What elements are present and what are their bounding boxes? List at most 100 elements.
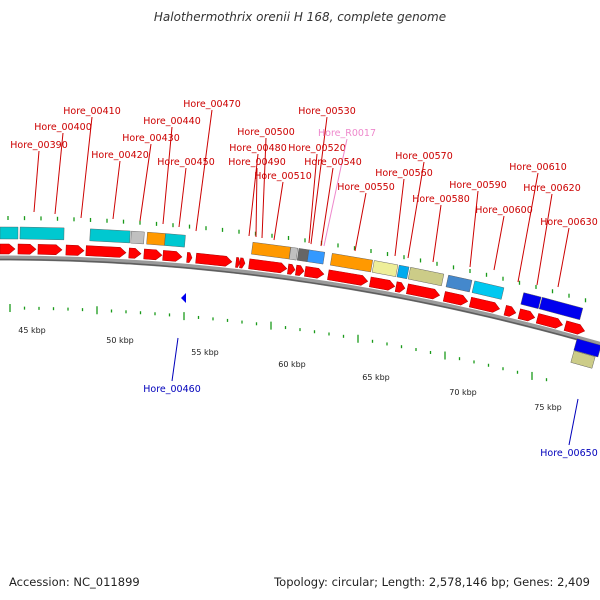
- cds-arrow: [235, 257, 241, 268]
- label-leader-line: [469, 190, 479, 268]
- cog-block: [19, 226, 65, 241]
- gene-label[interactable]: Hore_00590: [449, 180, 506, 191]
- cds-arrow: [394, 281, 406, 293]
- label-leader-line: [248, 153, 259, 237]
- label-leader-line: [171, 337, 179, 382]
- gene-label[interactable]: Hore_00520: [288, 143, 345, 154]
- scale-tick-label: 50 kbp: [106, 336, 134, 345]
- cds-arrow: [442, 291, 469, 306]
- genome-summary-text: Topology: circular; Length: 2,578,146 bp…: [274, 575, 590, 589]
- backbone-layer: [0, 255, 600, 347]
- label-layer: Hore_00390 Hore_00400 Hore_00410 Hore_00420…: [10, 99, 597, 459]
- gene-label[interactable]: Hore_00570: [395, 151, 452, 162]
- gene-label[interactable]: Hore_00490: [228, 157, 285, 168]
- label-leader-line: [323, 138, 348, 247]
- cog-block: [0, 226, 19, 240]
- gene-label[interactable]: Hore_00400: [34, 122, 91, 133]
- gene-label[interactable]: Hore_00530: [298, 106, 355, 117]
- reverse-feature: [570, 350, 596, 369]
- cds-arrow: [37, 244, 63, 255]
- cog-block: [520, 292, 542, 309]
- scale-tick-label: 55 kbp: [191, 348, 219, 357]
- gene-label[interactable]: Hore_00540: [304, 157, 361, 168]
- scale-tick-label: 60 kbp: [278, 360, 306, 369]
- cog-block: [296, 248, 310, 262]
- cog-block: [89, 228, 131, 244]
- cds-arrow: [563, 320, 586, 335]
- tick-layer: 45 kbp 50 kbp 55 kbp 60 kbp 65 kbp 70 kbp 75 k…: [7, 216, 587, 412]
- label-leader-line: [80, 116, 93, 219]
- cds-arrow: [535, 313, 563, 329]
- scale-tick-label: 45 kbp: [18, 326, 46, 335]
- cds-arrow: [304, 266, 325, 279]
- label-leader-line: [407, 161, 425, 259]
- cds-arrow: [162, 250, 183, 262]
- feature-layer: [0, 226, 600, 369]
- label-leader-line: [195, 109, 213, 232]
- label-leader-line: [255, 167, 258, 238]
- gene-label[interactable]: Hore_00610: [509, 162, 566, 173]
- gene-label[interactable]: Hore_00390: [10, 140, 67, 151]
- gene-label[interactable]: Hore_R0017: [318, 128, 376, 139]
- scale-tick-label: 75 kbp: [534, 403, 562, 412]
- gene-label[interactable]: Hore_00440: [143, 116, 200, 127]
- gene-label[interactable]: Hore_00450: [157, 157, 214, 168]
- genome-backbone: [0, 255, 600, 347]
- gene-label[interactable]: Hore_00550: [337, 182, 394, 193]
- gene-label[interactable]: Hore_00620: [523, 183, 580, 194]
- cds-arrow: [65, 244, 85, 256]
- label-leader-line: [320, 167, 334, 247]
- accession-text: Accession: NC_011899: [9, 575, 140, 589]
- cds-arrow: [406, 283, 441, 300]
- scale-tick-label: 70 kbp: [449, 388, 477, 397]
- cog-block: [330, 253, 373, 273]
- cds-arrow: [17, 243, 37, 255]
- label-leader-line: [178, 167, 187, 228]
- gene-label[interactable]: Hore_00630: [540, 217, 597, 228]
- cds-arrow: [295, 264, 305, 276]
- gene-label[interactable]: Hore_00600: [475, 205, 532, 216]
- gene-label[interactable]: Hore_00580: [412, 194, 469, 205]
- cds-arrow: [0, 243, 16, 255]
- gene-label[interactable]: Hore_00430: [122, 133, 179, 144]
- map-title: Halothermothrix orenii H 168, complete g…: [153, 10, 447, 24]
- cog-block: [396, 264, 410, 280]
- cog-block: [445, 274, 473, 293]
- cog-block: [164, 233, 186, 248]
- gene-label[interactable]: Hore_00480: [229, 143, 286, 154]
- gene-label[interactable]: Hore_00470: [183, 99, 240, 110]
- label-leader-line: [162, 126, 173, 225]
- genome-backbone-shadow: [0, 258, 600, 347]
- gene-label[interactable]: Hore_00420: [91, 150, 148, 161]
- label-leader-line: [273, 181, 284, 241]
- label-leader-line: [310, 116, 328, 245]
- cog-block: [306, 249, 326, 265]
- cds-arrow: [468, 296, 500, 313]
- cds-arrow: [369, 276, 396, 291]
- cds-arrow: [517, 308, 536, 322]
- gene-label[interactable]: Hore_00510: [254, 171, 311, 182]
- label-leader-line: [536, 193, 553, 286]
- cds-arrow: [327, 269, 369, 286]
- cog-block: [146, 231, 166, 246]
- cds-arrow: [143, 248, 163, 261]
- gene-label[interactable]: Hore_00650: [540, 448, 597, 459]
- scale-tick-label: 65 kbp: [362, 373, 390, 382]
- label-leader-line: [112, 160, 121, 220]
- gene-label[interactable]: Hore_00560: [375, 168, 432, 179]
- label-leader-line: [54, 132, 64, 215]
- cds-arrow: [503, 305, 517, 317]
- cog-block: [130, 230, 145, 245]
- label-leader-line: [139, 143, 152, 222]
- gene-label[interactable]: Hore_00500: [237, 127, 294, 138]
- cds-arrow: [85, 245, 127, 258]
- cog-block: [371, 260, 399, 277]
- cog-block: [288, 247, 299, 261]
- label-leader-line: [33, 150, 40, 213]
- gene-label[interactable]: Hore_00460: [143, 384, 200, 395]
- cog-block: [251, 242, 291, 260]
- label-leader-line: [394, 178, 405, 257]
- label-leader-line: [354, 192, 367, 252]
- gene-label[interactable]: Hore_00410: [63, 106, 120, 117]
